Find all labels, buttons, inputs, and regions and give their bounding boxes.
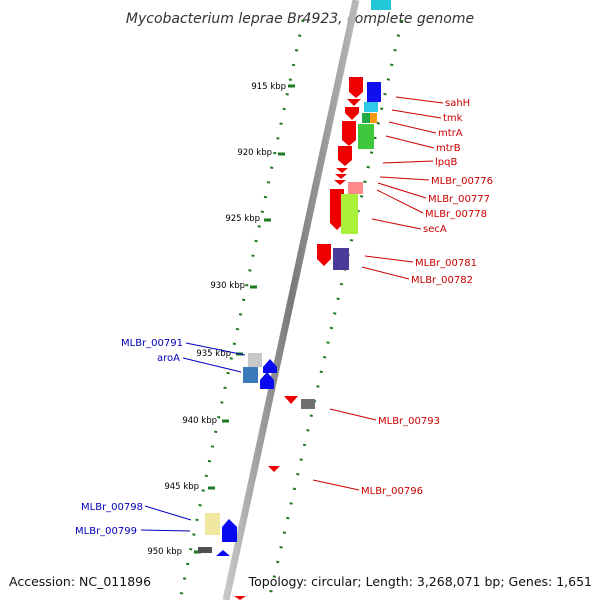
tick-label-945: 945 kbp: [164, 482, 199, 492]
gene-arrow-MLBr_00776[interactable]: [336, 168, 348, 173]
reverse-gene-labels: MLBr_00791 aroA MLBr_00798 MLBr_00799: [75, 338, 183, 537]
reverse-gene-features: [198, 353, 277, 556]
genome-title: Mycobacterium leprae Br4923, complete ge…: [126, 11, 474, 27]
gene-label-lpqB[interactable]: lpqB: [435, 157, 457, 168]
gene-arrow-mtrB[interactable]: [342, 121, 356, 146]
tick-label-950: 950 kbp: [147, 547, 182, 557]
gene-label-mtrB[interactable]: mtrB: [436, 143, 461, 154]
leader-MLBr_00798: [144, 505, 192, 521]
gene-block-secA[interactable]: [341, 194, 358, 234]
gene-label-sahH[interactable]: sahH: [445, 98, 470, 109]
gene-arrow-MLBr_00791[interactable]: [263, 359, 277, 373]
leader-sahH: [395, 96, 444, 104]
tick-label-930: 930 kbp: [210, 281, 245, 291]
leader-MLBr_00793: [329, 408, 377, 421]
reverse-leader-lines: [140, 342, 246, 532]
gene-label-MLBr_00793[interactable]: MLBr_00793: [378, 416, 440, 427]
gene-block-MLBr_00791[interactable]: [248, 353, 262, 367]
gene-arrow-MLBr_00796[interactable]: [268, 466, 280, 472]
gene-arrow-aroA[interactable]: [260, 372, 274, 389]
forward-gene-labels: sahH tmk mtrA mtrB lpqB MLBr_00776 MLBr_…: [361, 98, 493, 497]
gene-label-MLBr_00777[interactable]: MLBr_00777: [428, 194, 490, 205]
gene-arrow-MLBr_00793[interactable]: [284, 396, 298, 404]
leader-MLBr_00799: [140, 529, 191, 532]
gene-block-mtrA-a[interactable]: [362, 113, 370, 123]
gene-arrow-mtrA[interactable]: [345, 107, 359, 120]
gene-arrow-MLBr_00799[interactable]: [216, 550, 230, 556]
tick-tracks: [178, 19, 404, 600]
gene-block-sahH[interactable]: [367, 82, 381, 102]
gene-arrow-bottom[interactable]: [234, 596, 246, 600]
gene-label-tmk[interactable]: tmk: [443, 113, 463, 124]
tick-label-920: 920 kbp: [237, 148, 272, 158]
forward-leader-lines: [312, 96, 444, 491]
gene-label-MLBr_00781[interactable]: MLBr_00781: [415, 258, 477, 269]
gene-block-top[interactable]: [371, 0, 391, 10]
gene-block-aroA[interactable]: [243, 367, 258, 383]
leader-secA: [371, 218, 422, 230]
leader-MLBr_00776: [379, 176, 430, 181]
leader-MLBr_00778: [376, 189, 424, 214]
gene-label-secA[interactable]: secA: [423, 224, 447, 235]
gene-block-mtrB[interactable]: [358, 124, 374, 149]
genome-axis: [222, 0, 360, 600]
gene-arrow-MLBr_00777[interactable]: [335, 174, 347, 179]
leader-MLBr_00777: [377, 182, 427, 199]
accession-text: Accession: NC_011896: [9, 574, 151, 589]
gene-arrow-secA[interactable]: [330, 189, 344, 230]
gene-block-tmk[interactable]: [364, 102, 378, 112]
gene-block-MLBr_00782[interactable]: [333, 248, 349, 270]
gene-block-mtrA-b[interactable]: [370, 113, 377, 123]
gene-label-MLBr_00798[interactable]: MLBr_00798: [81, 502, 143, 513]
gene-arrow-lpqB[interactable]: [338, 146, 352, 166]
gene-label-mtrA[interactable]: mtrA: [438, 128, 463, 139]
scale-ticks: 915 kbp 920 kbp 925 kbp 930 kbp 935 kbp …: [147, 82, 295, 557]
gene-label-MLBr_00796[interactable]: MLBr_00796: [361, 486, 423, 497]
gene-arrow-tmk[interactable]: [347, 99, 361, 106]
gene-label-MLBr_00791[interactable]: MLBr_00791: [121, 338, 183, 349]
gene-arrow-MLBr_00778[interactable]: [334, 180, 346, 185]
leader-mtrA: [388, 121, 437, 134]
gene-label-aroA[interactable]: aroA: [157, 353, 180, 364]
leader-MLBr_00782: [361, 266, 410, 280]
gene-arrow-MLBr_00781[interactable]: [317, 244, 331, 266]
tick-label-915: 915 kbp: [251, 82, 286, 92]
leader-MLBr_00781: [364, 255, 414, 263]
gene-block-MLBr_00777[interactable]: [348, 182, 363, 194]
gene-label-MLBr_00776[interactable]: MLBr_00776: [431, 176, 493, 187]
genome-summary-text: Topology: circular; Length: 3,268,071 bp…: [248, 574, 592, 589]
leader-MLBr_00791: [185, 342, 246, 356]
leader-mtrB: [385, 135, 435, 149]
gene-arrow-MLBr_00798[interactable]: [222, 519, 237, 542]
leader-lpqB: [382, 160, 434, 164]
gene-label-MLBr_00799[interactable]: MLBr_00799: [75, 526, 137, 537]
forward-gene-arrows: [234, 77, 363, 600]
tick-label-925: 925 kbp: [225, 214, 260, 224]
leader-tmk: [391, 109, 442, 119]
forward-gene-blocks: [301, 82, 381, 409]
gene-label-MLBr_00782[interactable]: MLBr_00782: [411, 275, 473, 286]
gene-label-MLBr_00778[interactable]: MLBr_00778: [425, 209, 487, 220]
leader-aroA: [182, 357, 242, 373]
forward-tick-track: [267, 19, 404, 600]
gene-block-MLBr_00799[interactable]: [198, 547, 212, 553]
gene-block-MLBr_00793[interactable]: [301, 399, 315, 409]
tick-label-935: 935 kbp: [196, 349, 231, 359]
gene-block-MLBr_00798[interactable]: [205, 513, 220, 535]
tick-label-940: 940 kbp: [182, 416, 217, 426]
gene-arrow-sahH[interactable]: [349, 77, 363, 98]
leader-MLBr_00796: [312, 479, 360, 491]
